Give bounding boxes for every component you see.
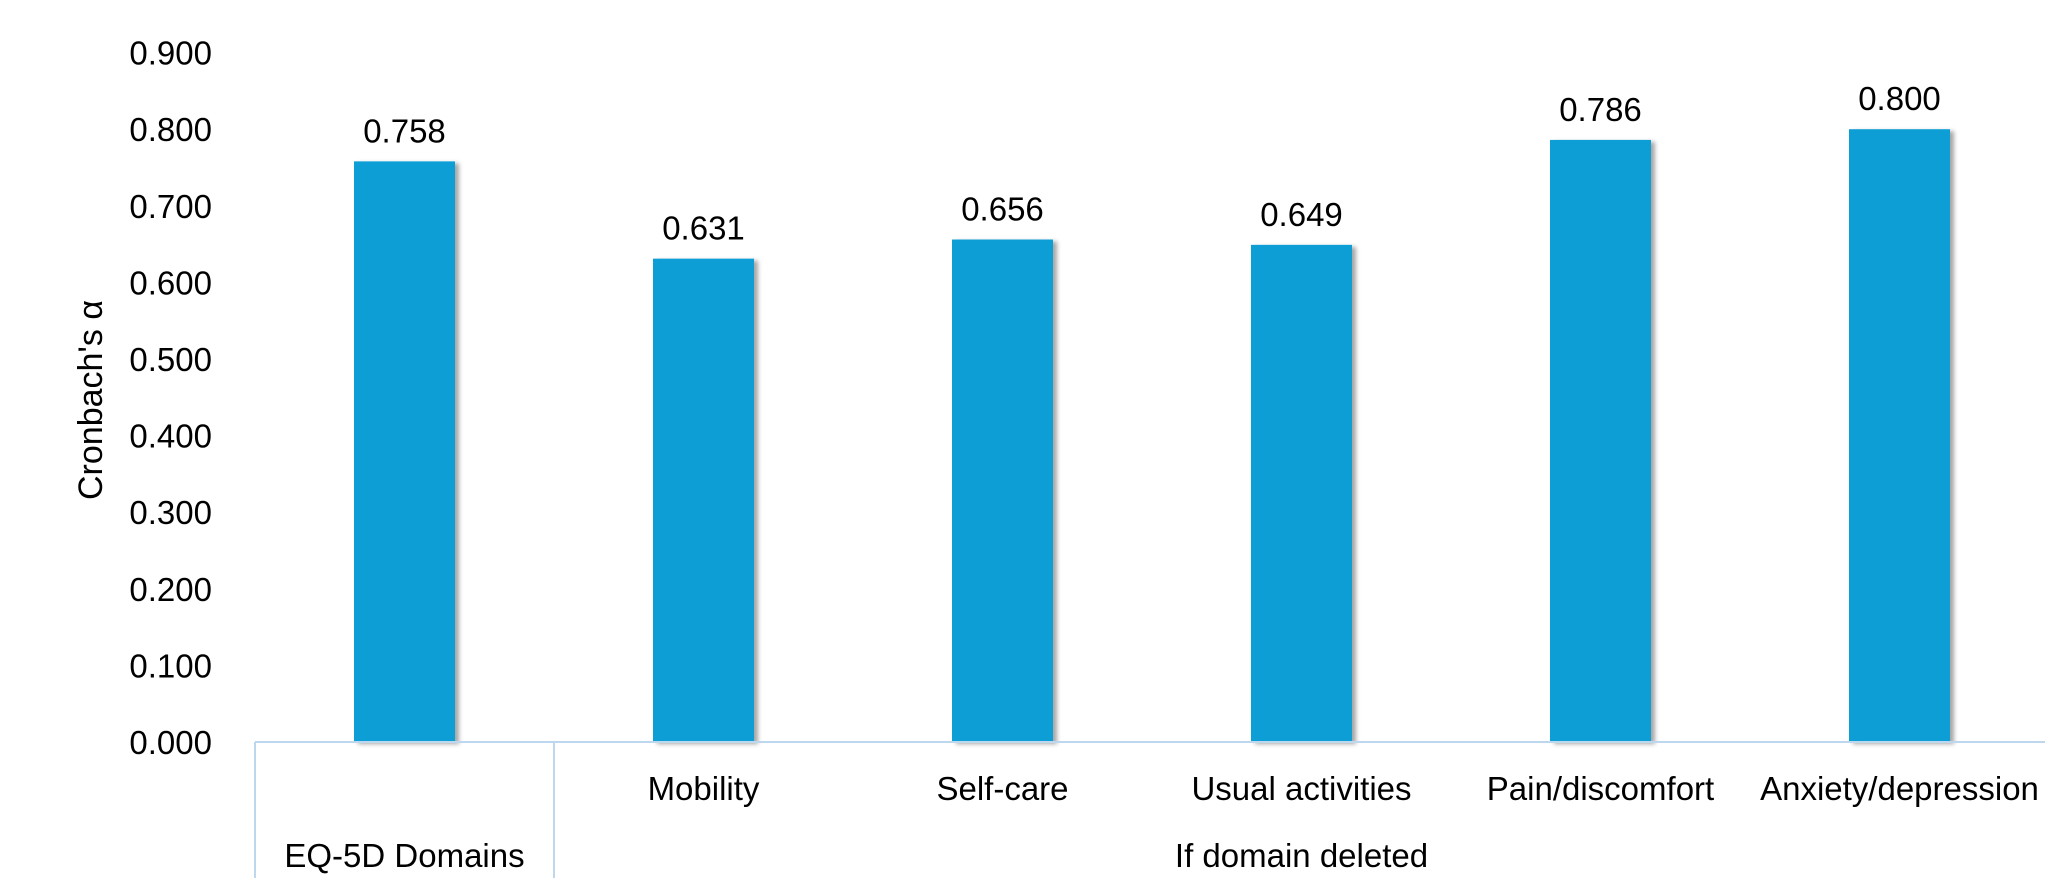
bar [653, 258, 754, 742]
x-tick-label: Pain/discomfort [1487, 770, 1714, 807]
data-label: 0.631 [662, 210, 745, 247]
data-label: 0.800 [1858, 80, 1941, 117]
x-axis: Mobility Self-care Usual activities Pain/di… [254, 741, 2045, 878]
y-tick-label: 0.600 [129, 264, 212, 301]
y-tick-label: 0.200 [129, 571, 212, 608]
data-label: 0.649 [1260, 196, 1343, 233]
y-tick-label: 0.000 [129, 724, 212, 761]
bar [1251, 244, 1352, 742]
y-tick-label: 0.800 [129, 111, 212, 148]
bars [354, 129, 1950, 742]
bar [1550, 139, 1651, 742]
y-tick-label: 0.100 [129, 647, 212, 684]
y-axis-ticks: 0.000 0.100 0.200 0.300 0.400 0.500 0.600 0.700… [129, 35, 212, 761]
y-tick-label: 0.500 [129, 341, 212, 378]
x-tick-label: Anxiety/depression [1760, 770, 2039, 807]
y-axis-title: Cronbach's α [72, 300, 110, 500]
bar [354, 161, 455, 742]
bar [952, 239, 1053, 742]
y-tick-label: 0.300 [129, 494, 212, 531]
y-tick-label: 0.700 [129, 188, 212, 225]
y-tick-label: 0.400 [129, 418, 212, 455]
data-labels: 0.758 0.631 0.656 0.649 0.786 0.800 [363, 80, 1941, 246]
x-group-label: EQ-5D Domains [284, 837, 524, 874]
data-label: 0.786 [1559, 91, 1642, 128]
x-tick-label: Self-care [936, 770, 1068, 807]
bar [1849, 129, 1950, 742]
data-label: 0.758 [363, 112, 446, 149]
x-tick-label: Usual activities [1191, 770, 1411, 807]
x-tick-label: Mobility [648, 770, 760, 807]
data-label: 0.656 [961, 191, 1044, 228]
x-group-label: If domain deleted [1175, 837, 1428, 874]
y-tick-label: 0.900 [129, 35, 212, 72]
